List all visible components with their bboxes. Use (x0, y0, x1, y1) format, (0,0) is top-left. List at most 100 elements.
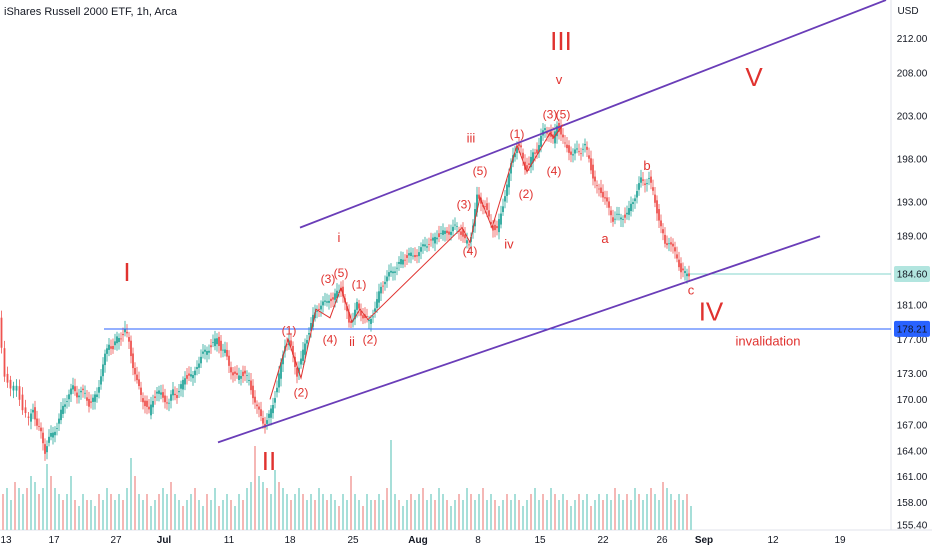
candle-body (228, 355, 230, 366)
candle-body (200, 356, 202, 364)
volume-bar (162, 488, 164, 530)
wave-label: (2) (363, 332, 378, 346)
candle-body (358, 303, 360, 309)
y-axis-ticks: USD 212.00 208.00 203.00 198.00 193.00 189.00 1… (897, 6, 928, 531)
candle-body (134, 367, 136, 375)
volume-bar (342, 494, 344, 530)
volume-bar (2, 494, 4, 530)
candle-body (236, 372, 238, 375)
candle-body (98, 387, 100, 393)
candle-body (610, 210, 612, 216)
volume-bar (494, 500, 496, 530)
volume-bar (258, 476, 260, 530)
volume-bar (294, 494, 296, 530)
candle-body (308, 332, 310, 335)
candle-body (58, 418, 60, 424)
candle-body (310, 322, 312, 331)
volume-bar (254, 446, 256, 530)
volume-bar (634, 488, 636, 530)
volume-bar (626, 494, 628, 530)
candle-body (408, 253, 410, 256)
candle-body (186, 375, 188, 379)
wave-label: (3) (321, 272, 336, 286)
wave-label: (2) (519, 187, 534, 201)
candle-body (504, 196, 506, 202)
wave-label: i (338, 230, 341, 245)
volume-bar (646, 494, 648, 530)
volume-bar (142, 500, 144, 530)
candle-body (238, 375, 240, 380)
candle-body (596, 185, 598, 187)
candle-body (602, 191, 604, 198)
candle-body (54, 431, 56, 436)
volume-bar (574, 500, 576, 530)
candle-body (626, 212, 628, 215)
volume-bar (438, 488, 440, 530)
candle-body (146, 400, 148, 407)
upper-channel-line[interactable] (299, 0, 887, 229)
candle-body (226, 349, 228, 357)
candle-body (668, 243, 670, 245)
candle-body (128, 337, 130, 342)
candle-body (556, 125, 558, 137)
candle-body (30, 413, 32, 422)
candle-body (416, 255, 418, 257)
candle-body (21, 394, 24, 411)
candle-body (60, 409, 62, 421)
volume-bar (154, 500, 156, 530)
price-tag-bg (894, 266, 930, 283)
candle-body (92, 397, 94, 402)
volume-bar (526, 500, 528, 530)
volume-bar (622, 500, 624, 530)
volume-bar (462, 500, 464, 530)
volume-bar (134, 476, 136, 530)
candle-body (446, 230, 448, 234)
volume-bar (78, 506, 80, 530)
candle-body (366, 316, 368, 318)
lower-channel-line[interactable] (217, 235, 821, 444)
candle-body (530, 156, 532, 168)
candle-body (250, 380, 252, 391)
last-price-tag[interactable]: 184.60 (894, 266, 930, 283)
candle-body (648, 178, 650, 180)
volume-bar (450, 506, 452, 530)
volume-bar (242, 500, 244, 530)
candle-body (246, 375, 248, 376)
candle-body (652, 187, 654, 191)
candle-body (576, 148, 578, 150)
candle-body (74, 386, 76, 392)
volume-bar (682, 500, 684, 530)
candle-body (404, 259, 406, 261)
wave-label: IV (699, 296, 724, 326)
candle-body (88, 398, 90, 407)
candle-body (328, 300, 330, 303)
volume-bar (270, 494, 272, 530)
volume-bar (330, 494, 332, 530)
candle-body (216, 338, 218, 345)
volume-bar (382, 500, 384, 530)
candle-body (6, 373, 9, 383)
x-tick-label: 25 (347, 535, 359, 546)
candle-body (148, 406, 150, 410)
volume-bar (310, 494, 312, 530)
candle-body (132, 353, 134, 369)
volume-bar (122, 500, 124, 530)
invalidation-level-tag[interactable]: 178.21 (894, 320, 930, 337)
candle-body (522, 152, 524, 159)
volume-bar (322, 494, 324, 530)
candle-body (48, 436, 50, 443)
candle-body (636, 191, 638, 198)
candle-body (562, 134, 564, 138)
volume-bar (554, 494, 556, 530)
candle-body (426, 246, 428, 248)
candle-body (66, 401, 68, 402)
candle-body (662, 229, 664, 234)
volume-bar (678, 494, 680, 530)
candle-body (360, 310, 362, 316)
volume-bar (126, 488, 128, 530)
candle-body (630, 203, 632, 212)
candle-body (432, 237, 434, 241)
candle-body (210, 345, 212, 348)
x-tick-label: 19 (834, 535, 846, 546)
